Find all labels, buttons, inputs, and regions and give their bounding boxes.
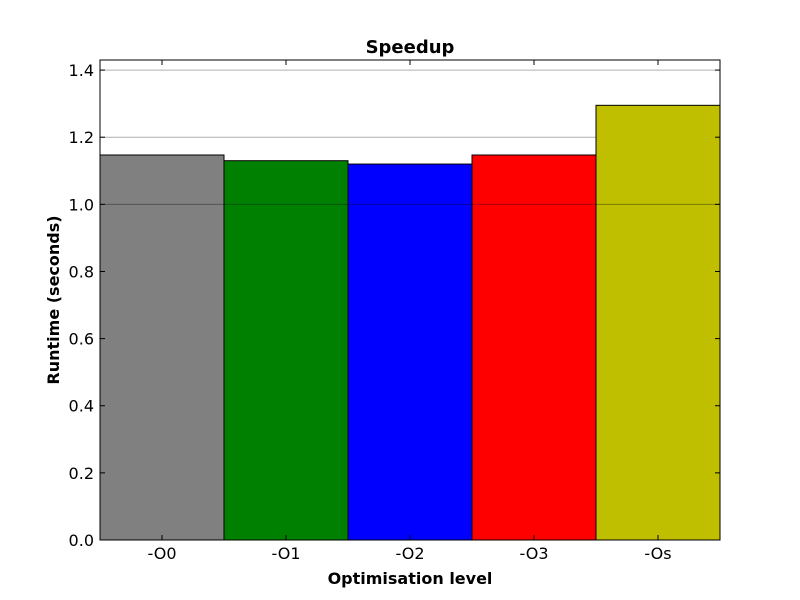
bar-o1 (223, 160, 349, 541)
y-tick-label: 1.0 (69, 195, 94, 214)
x-tick-label: -O1 (272, 544, 301, 563)
x-axis-label: Optimisation level (328, 569, 493, 588)
y-tick-label: 0.8 (69, 262, 94, 281)
bar-o2 (347, 163, 473, 541)
y-tick-label: 0.2 (69, 464, 94, 483)
chart-title: Speedup (366, 37, 455, 58)
y-tick-label: 0.0 (69, 531, 94, 550)
bar-o3 (471, 154, 597, 541)
y-tick-label: 0.6 (69, 330, 94, 349)
y-axis-label: Runtime (seconds) (44, 215, 63, 384)
y-tick-label: 1.4 (69, 61, 94, 80)
x-tick-label: -O3 (520, 544, 549, 563)
bars (99, 104, 721, 541)
x-tick-label: -O2 (396, 544, 425, 563)
bar-o0 (99, 154, 225, 541)
axis-ticks: 0.0 0.2 0.4 0.6 0.8 1.0 1.2 1.4 -O0 -O1 -O2 -O3 -Os (69, 60, 720, 563)
x-tick-label: -Os (644, 544, 671, 563)
y-tick-label: 0.4 (69, 397, 94, 416)
x-tick-label: -O0 (148, 544, 177, 563)
bar-os (595, 104, 721, 541)
y-tick-label: 1.2 (69, 128, 94, 147)
